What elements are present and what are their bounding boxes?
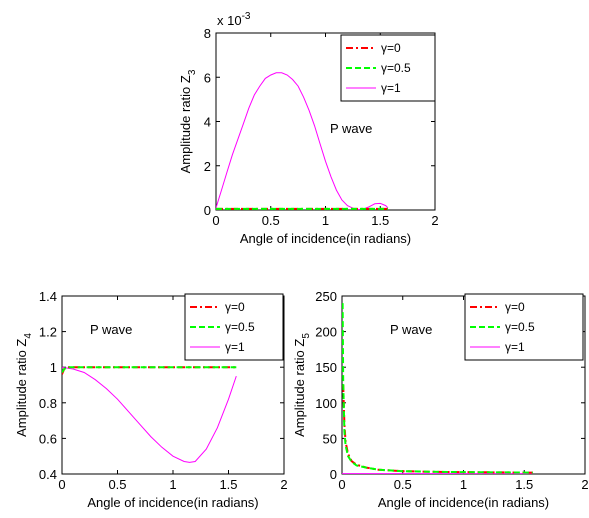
wave-annotation: P wave — [90, 322, 132, 337]
y-tick-label: 6 — [204, 70, 211, 85]
legend-label: γ=0 — [505, 300, 525, 314]
y-tick-label: 0.4 — [39, 467, 57, 482]
x-tick-label: 1 — [460, 477, 467, 492]
x-tick-label: 2 — [431, 213, 438, 228]
x-tick-label: 1 — [169, 477, 176, 492]
series-line-gamma-0-5 — [62, 366, 237, 374]
x-tick-label: 0 — [58, 477, 65, 492]
y-tick-label: 8 — [204, 26, 211, 41]
y-tick-label: 1 — [50, 360, 57, 375]
x-axis-label: Angle of incidence(in radians) — [87, 495, 258, 510]
x-tick-label: 0.5 — [262, 213, 280, 228]
y-tick-label: 0 — [330, 467, 337, 482]
legend-label: γ=0 — [225, 300, 245, 314]
y-tick-label: 100 — [315, 396, 337, 411]
legend-label: γ=0.5 — [505, 320, 535, 334]
x-tick-label: 0 — [338, 477, 345, 492]
legend-label: γ=0.5 — [381, 61, 411, 75]
y-axis-label: Amplitude ratio Z5 — [292, 333, 312, 437]
series-line-gamma-0-5 — [342, 303, 533, 474]
y-tick-label: 200 — [315, 325, 337, 340]
y-tick-label: 0.6 — [39, 431, 57, 446]
legend-label: γ=0.5 — [225, 320, 255, 334]
legend-label: γ=1 — [225, 340, 245, 354]
wave-annotation: P wave — [330, 121, 372, 136]
y-tick-label: 4 — [204, 115, 211, 130]
chart-z3: 0 0.5 1 1.5 2 0 2 4 6 8 x 10-3 Angle of incidence(i… — [178, 11, 439, 246]
y-multiplier-label: x 10-3 — [217, 11, 251, 28]
x-tick-label: 0.5 — [394, 477, 412, 492]
x-tick-label: 1.5 — [219, 477, 237, 492]
y-tick-label: 150 — [315, 360, 337, 375]
x-tick-label: 0 — [212, 213, 219, 228]
y-tick-label: 50 — [323, 431, 337, 446]
x-tick-label: 2 — [280, 477, 287, 492]
x-tick-label: 1 — [322, 213, 329, 228]
y-tick-label: 1.4 — [39, 289, 57, 304]
legend-label: γ=1 — [505, 340, 525, 354]
y-tick-label: 250 — [315, 289, 337, 304]
y-axis-label: Amplitude ratio Z4 — [14, 333, 34, 437]
x-axis-label: Angle of incidence(in radians) — [378, 495, 549, 510]
chart-z5: 0 0.5 1 1.5 2 0 50 100 150 200 250 Angle of inciden… — [292, 289, 589, 510]
y-tick-label: 2 — [204, 159, 211, 174]
y-tick-label: 1.2 — [39, 325, 57, 340]
x-axis-label: Angle of incidence(in radians) — [240, 231, 411, 246]
legend-label: γ=0 — [381, 41, 401, 55]
x-tick-label: 1.5 — [515, 477, 533, 492]
x-tick-label: 1.5 — [371, 213, 389, 228]
x-tick-label: 0.5 — [108, 477, 126, 492]
legend-label: γ=1 — [381, 81, 401, 95]
y-axis-label: Amplitude ratio Z3 — [178, 69, 198, 173]
chart-z4: 0 0.5 1 1.5 2 0.4 0.6 0.8 1 1.2 1.4 Angle of incide… — [14, 289, 288, 510]
x-tick-label: 2 — [581, 477, 588, 492]
wave-annotation: P wave — [390, 322, 432, 337]
series-line-gamma-1 — [62, 366, 237, 463]
y-tick-label: 0.8 — [39, 396, 57, 411]
y-tick-label: 0 — [204, 203, 211, 218]
